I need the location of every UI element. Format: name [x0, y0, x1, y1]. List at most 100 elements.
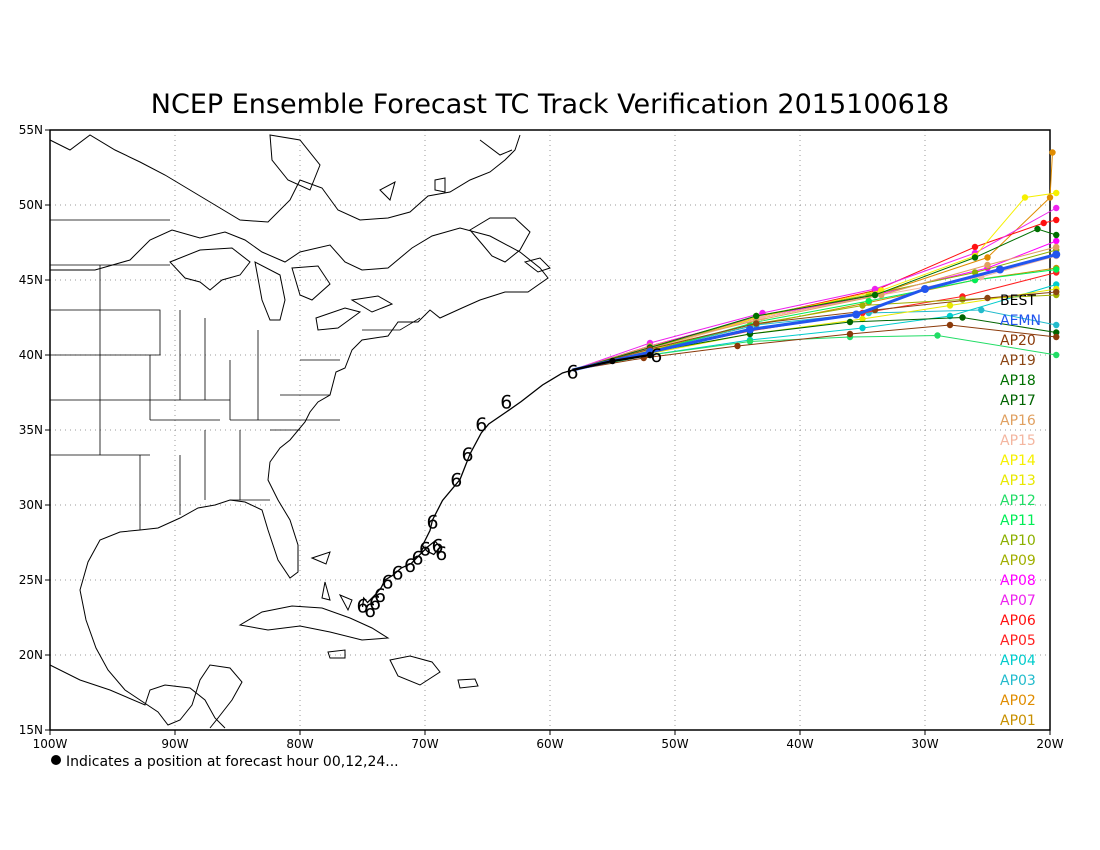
- greater-antilles: [238, 551, 479, 689]
- forecast-position-ap20: [846, 330, 854, 338]
- lon-tick-label: 90W: [161, 737, 188, 751]
- forecast-position-ap18: [971, 254, 979, 261]
- lat-tick-label: 30N: [19, 498, 43, 512]
- forecast-position-ap14: [1021, 194, 1029, 201]
- forecast-position-ap03: [1053, 321, 1060, 329]
- hurricane-symbol-icon: 6: [431, 536, 443, 558]
- hurricane-symbol-icon: 6: [566, 362, 578, 384]
- lon-tick-label: 70W: [411, 737, 438, 751]
- lat-tick-label: 40N: [19, 348, 43, 362]
- forecast-position-ap18: [753, 312, 760, 320]
- forecast-position-ap06: [1040, 219, 1047, 227]
- forecast-position-ap19: [753, 320, 760, 327]
- forecast-position-ap17: [846, 318, 854, 326]
- forecast-position-ap12: [1053, 351, 1060, 359]
- forecast-position-ap20: [734, 342, 741, 350]
- forecast-position-aemn: [746, 325, 754, 334]
- forecast-position-ap19: [1053, 288, 1060, 296]
- forecast-position-ap04: [1053, 281, 1060, 288]
- lat-tick-label: 25N: [19, 573, 43, 587]
- hurricane-symbol-icon: 6: [419, 539, 431, 561]
- legend-entry-ap03: AP03: [1000, 673, 1036, 689]
- forecast-position-aemn: [921, 285, 929, 293]
- hurricane-symbol-icon: 6: [426, 512, 438, 534]
- legend-entry-ap15: AP15: [1000, 433, 1036, 449]
- central-america-coastline: [49, 664, 226, 729]
- forecast-position-ap07: [871, 285, 879, 293]
- great-lakes: [169, 247, 394, 331]
- hurricane-symbol-icon: 6: [461, 444, 473, 466]
- hurricane-symbol-icon: 6: [435, 543, 447, 565]
- forecast-position-ap19: [984, 294, 991, 302]
- forecast-position-ap07: [1053, 204, 1060, 212]
- forecast-position-aemn: [996, 265, 1004, 274]
- legend-entry-ap13: AP13: [1000, 473, 1036, 489]
- hurricane-symbol-icon: 6: [364, 600, 376, 622]
- track-ap18: [572, 228, 1057, 371]
- lat-tick-label: 20N: [19, 648, 43, 662]
- lon-tick-label: 60W: [536, 737, 563, 751]
- forecast-position-ap20: [1053, 333, 1060, 341]
- forecast-position-best: [646, 351, 654, 359]
- forecast-position-ap08: [1053, 237, 1060, 245]
- chart-title: NCEP Ensemble Forecast TC Track Verifica…: [151, 89, 949, 120]
- arctic-islands: [269, 134, 513, 201]
- hurricane-symbol-icon: 6: [450, 470, 462, 492]
- forecast-position-ap04: [859, 324, 866, 332]
- track-ap16: [572, 246, 1057, 371]
- lon-tick-label: 30W: [911, 737, 938, 751]
- legend-entry-ap10: AP10: [1000, 533, 1036, 549]
- legend-entry-best: BEST: [1000, 293, 1036, 309]
- forecast-position-ap17: [1053, 329, 1060, 336]
- observed-track-line: [361, 369, 573, 608]
- legend-entry-aemn: AEMN: [1000, 313, 1041, 329]
- lat-tick-label: 55N: [19, 123, 43, 137]
- footnote-dot-icon: [51, 755, 61, 765]
- footnote: Indicates a position at forecast hour 00…: [66, 754, 399, 770]
- hurricane-symbol-icon: 6: [404, 555, 416, 577]
- forecast-position-ap06: [971, 243, 979, 251]
- legend-entry-ap14: AP14: [1000, 453, 1036, 469]
- track-ap20: [572, 324, 1057, 371]
- legend-entry-ap04: AP04: [1000, 653, 1036, 669]
- forecast-position-ap18: [1053, 231, 1060, 239]
- hurricane-symbol-icon: 6: [356, 596, 368, 618]
- hurricane-symbol-icon: 6: [374, 585, 386, 607]
- forecast-position-aemn: [1052, 250, 1061, 259]
- forecast-position-ap06: [1053, 216, 1060, 224]
- lon-tick-label: 100W: [33, 737, 68, 751]
- legend-entry-ap02: AP02: [1000, 693, 1036, 709]
- legend: BEST AEMN AP20 AP19 AP18 AP17 AP16 AP15 AP14 AP13…: [1000, 293, 1041, 729]
- legend-entry-ap19: AP19: [1000, 353, 1036, 369]
- lat-tick-label: 35N: [19, 423, 43, 437]
- hurricane-symbol-icon: 6: [411, 548, 423, 570]
- forecast-position-ap16: [1053, 243, 1060, 251]
- lon-tick-label: 20W: [1036, 737, 1063, 751]
- hurricane-symbol-icon: 6: [391, 563, 403, 585]
- coastlines: [49, 134, 551, 729]
- track-ap07: [572, 207, 1057, 371]
- forecast-position-ap03: [978, 306, 985, 314]
- forecast-position-best: [609, 357, 616, 365]
- track-lines: [361, 149, 1061, 608]
- lat-lon-grid: [50, 130, 1050, 730]
- legend-entry-ap12: AP12: [1000, 493, 1036, 509]
- forecast-position-ap20: [946, 321, 954, 329]
- hurricane-symbol-icon: 6: [475, 414, 487, 436]
- lat-tick-label: 15N: [19, 723, 43, 737]
- forecast-position-ap17: [959, 314, 966, 321]
- lon-tick-label: 50W: [661, 737, 688, 751]
- hurricane-symbol-icon: 6: [381, 572, 393, 594]
- hurricane-symbol-icon: 6: [650, 345, 662, 367]
- political-borders: [50, 219, 421, 530]
- track-ap02: [572, 152, 1053, 371]
- legend-entry-ap05: AP05: [1000, 633, 1036, 649]
- legend-entry-ap08: AP08: [1000, 573, 1036, 589]
- forecast-position-ap12: [934, 332, 941, 339]
- axis-labels: 100W 90W 80W 70W 60W 50W 40W 30W 20W 15N 20N 25N 30N…: [19, 123, 1064, 751]
- forecast-position-ap12: [746, 338, 754, 345]
- forecast-position-ap13: [859, 315, 866, 323]
